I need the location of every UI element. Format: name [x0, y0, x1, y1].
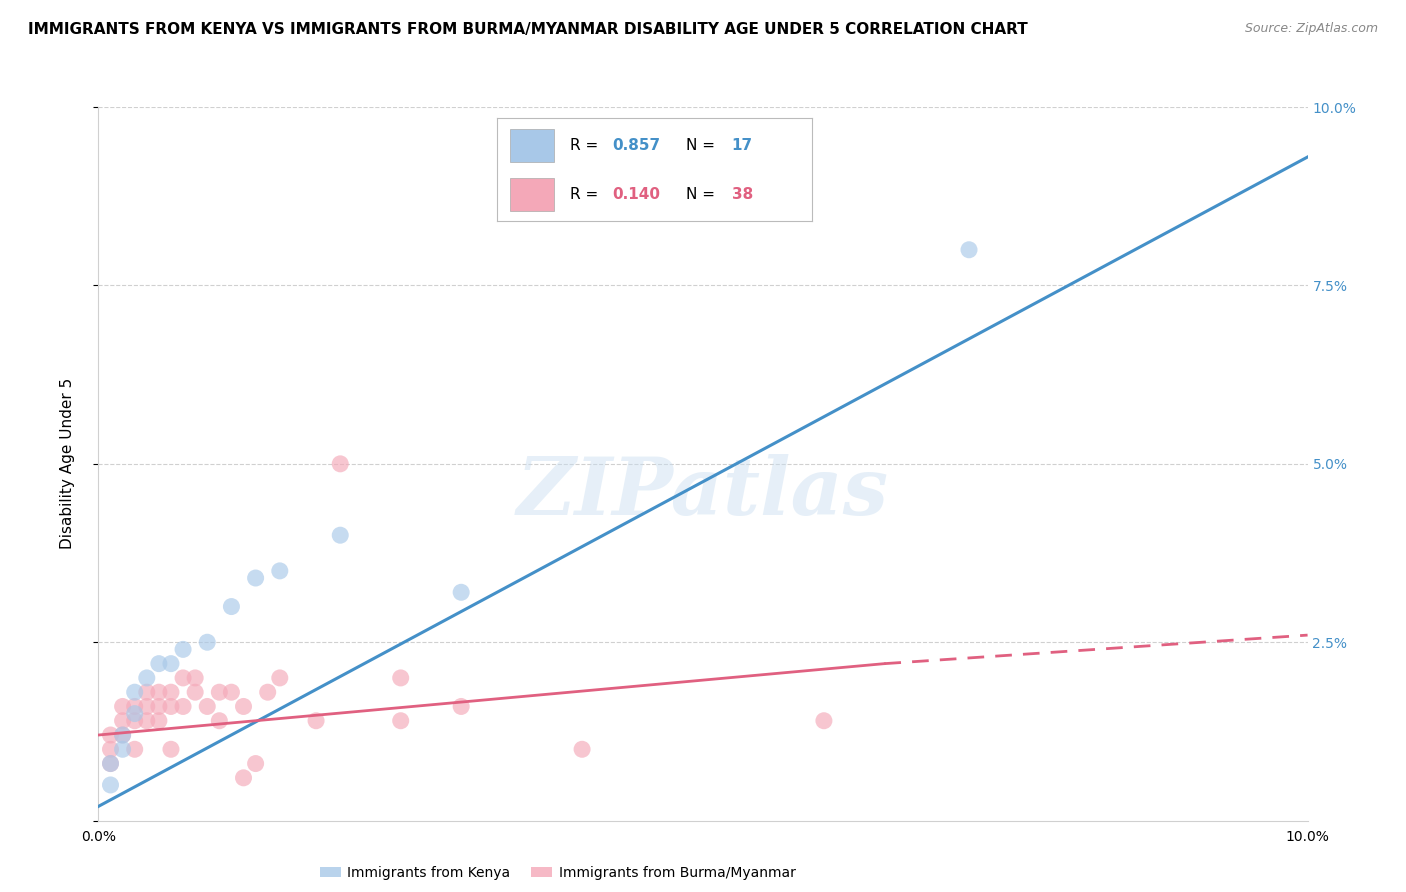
- Point: [172, 671, 194, 685]
- Point: [305, 714, 328, 728]
- Point: [124, 714, 146, 728]
- Point: [256, 685, 278, 699]
- Point: [221, 599, 243, 614]
- Point: [100, 728, 122, 742]
- Point: [111, 714, 134, 728]
- Point: [160, 699, 183, 714]
- Legend: Immigrants from Kenya, Immigrants from Burma/Myanmar: Immigrants from Kenya, Immigrants from B…: [314, 860, 801, 885]
- Text: IMMIGRANTS FROM KENYA VS IMMIGRANTS FROM BURMA/MYANMAR DISABILITY AGE UNDER 5 CO: IMMIGRANTS FROM KENYA VS IMMIGRANTS FROM…: [28, 22, 1028, 37]
- Point: [135, 685, 157, 699]
- Point: [124, 706, 146, 721]
- Point: [389, 714, 412, 728]
- Point: [221, 685, 243, 699]
- Point: [208, 685, 231, 699]
- Point: [124, 685, 146, 699]
- Point: [160, 742, 183, 756]
- Text: ZIPatlas: ZIPatlas: [517, 454, 889, 531]
- Point: [172, 642, 194, 657]
- Point: [100, 756, 122, 771]
- Point: [389, 671, 412, 685]
- Point: [269, 671, 291, 685]
- Text: Source: ZipAtlas.com: Source: ZipAtlas.com: [1244, 22, 1378, 36]
- Point: [232, 771, 254, 785]
- Point: [184, 671, 207, 685]
- Point: [148, 714, 170, 728]
- Point: [571, 742, 593, 756]
- Point: [160, 657, 183, 671]
- Point: [124, 742, 146, 756]
- Point: [195, 635, 218, 649]
- Point: [148, 657, 170, 671]
- Point: [100, 742, 122, 756]
- Point: [208, 714, 231, 728]
- Point: [450, 585, 472, 599]
- Point: [172, 699, 194, 714]
- Point: [269, 564, 291, 578]
- Point: [111, 699, 134, 714]
- Point: [957, 243, 980, 257]
- Point: [245, 571, 267, 585]
- Point: [195, 699, 218, 714]
- Point: [245, 756, 267, 771]
- Point: [232, 699, 254, 714]
- Point: [813, 714, 835, 728]
- Point: [329, 457, 352, 471]
- Point: [111, 728, 134, 742]
- Point: [111, 728, 134, 742]
- Point: [100, 778, 122, 792]
- Point: [450, 699, 472, 714]
- Point: [160, 685, 183, 699]
- Point: [148, 685, 170, 699]
- Point: [135, 714, 157, 728]
- Point: [135, 671, 157, 685]
- Y-axis label: Disability Age Under 5: Disability Age Under 5: [60, 378, 75, 549]
- Point: [148, 699, 170, 714]
- Point: [135, 699, 157, 714]
- Point: [100, 756, 122, 771]
- Point: [329, 528, 352, 542]
- Point: [184, 685, 207, 699]
- Point: [124, 699, 146, 714]
- Point: [111, 742, 134, 756]
